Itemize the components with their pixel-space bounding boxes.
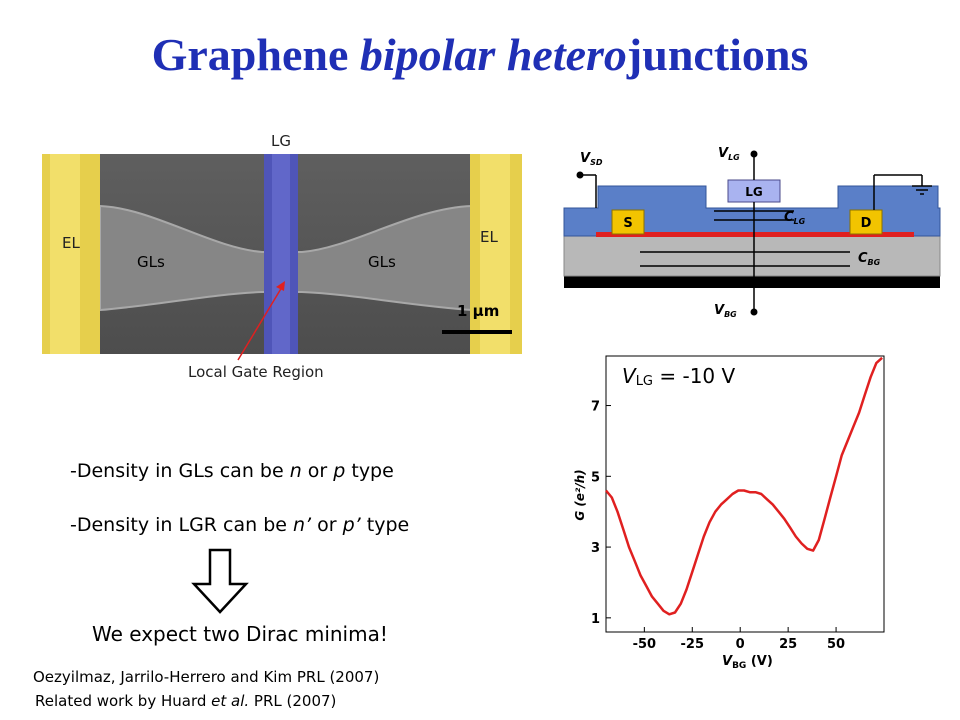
- title-part-3: junctions: [626, 29, 809, 80]
- conductance-chart: -50 -25 0 25 50 1 3 5 7 VLG = -10 V VBG (V) G (e…: [573, 355, 885, 671]
- local-gate-label: Local Gate Region: [188, 363, 324, 381]
- expect-text: We expect two Dirac minima!: [92, 622, 388, 646]
- x-tick-label: -50: [633, 637, 657, 652]
- bullet-lgr-density: -Density in LGR can be n’ or p’ type: [70, 514, 410, 536]
- down-arrow-icon: [191, 548, 249, 614]
- y-tick-label: 3: [591, 541, 600, 556]
- x-tick-label: 25: [779, 637, 797, 652]
- x-tick-label: 50: [827, 637, 845, 652]
- vbg-label: VBG: [714, 303, 737, 319]
- slide-title: Graphene bipolar heterojunctions: [0, 28, 960, 81]
- x-axis-label: VBG (V): [722, 654, 773, 671]
- reference-1: Oezyilmaz, Jarrilo-Herrero and Kim PRL (…: [33, 668, 380, 686]
- bullet-gls-density: -Density in GLs can be n or p type: [70, 460, 394, 482]
- y-axis-label: G (e²/h): [573, 469, 587, 520]
- reference-2: Related work by Huard et al. PRL (2007): [35, 692, 337, 710]
- plot-frame: [605, 355, 885, 633]
- title-part-italic: bipolar hetero: [359, 29, 627, 80]
- title-part-1: Graphene: [151, 29, 360, 80]
- series-line: [605, 356, 883, 616]
- device-schematic: VSD VLG VBG LG S D CLG CBG: [563, 146, 941, 319]
- lg-gate-label: LG: [745, 185, 763, 199]
- sem-label-el-right: EL: [480, 228, 498, 246]
- sem-image: [42, 154, 522, 354]
- y-tick-label: 1: [591, 612, 600, 627]
- vsd-label: VSD: [580, 151, 603, 167]
- sem-image-drawing: [42, 154, 522, 354]
- x-tick-label: -25: [681, 637, 705, 652]
- source-label: S: [623, 216, 632, 231]
- sem-label-gls-right: GLs: [368, 253, 396, 271]
- sem-label-lg: LG: [271, 132, 291, 150]
- sem-label-el-left: EL: [62, 234, 80, 252]
- x-tick-label: 0: [736, 637, 745, 652]
- y-tick-label: 7: [591, 400, 600, 415]
- cbg-label: CBG: [858, 251, 881, 267]
- scale-bar-label: 1 μm: [457, 302, 500, 320]
- drain-label: D: [861, 216, 872, 231]
- clg-label: CLG: [784, 210, 806, 226]
- y-tick-label: 5: [591, 470, 600, 485]
- vlg-label: VLG: [718, 146, 740, 162]
- chart-annotation: VLG = -10 V: [622, 364, 736, 389]
- sem-label-gls-left: GLs: [137, 253, 165, 271]
- axis-ticks: -50 -25 0 25 50 1 3 5 7: [591, 400, 845, 652]
